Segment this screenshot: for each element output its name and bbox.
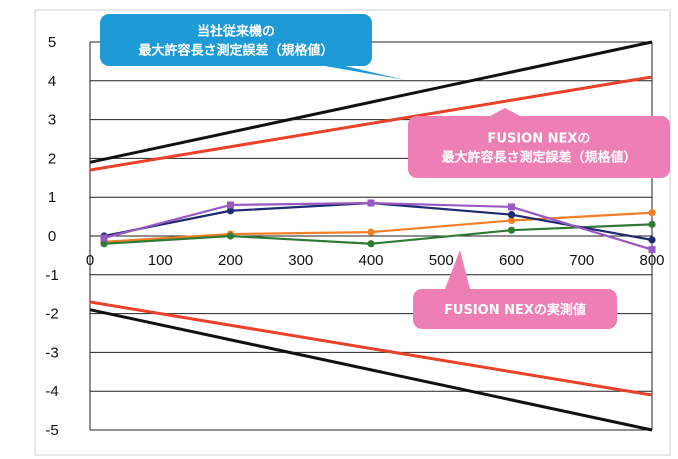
data-point xyxy=(508,203,515,211)
callout-label: FUSION NEXの xyxy=(488,132,591,147)
series-line xyxy=(89,308,653,432)
y-tick-label: 0 xyxy=(48,228,56,245)
data-point xyxy=(100,234,108,242)
data-point xyxy=(226,232,235,240)
data-point xyxy=(648,220,656,228)
series-layer xyxy=(89,40,656,432)
y-tick-label: -2 xyxy=(45,306,58,323)
callout-box xyxy=(100,14,372,66)
y-tick-label: -5 xyxy=(45,422,58,439)
data-point xyxy=(648,246,656,254)
callout-box xyxy=(413,289,617,329)
x-tick-label: 0 xyxy=(86,252,94,269)
callout-label: 当社従来機の xyxy=(197,24,275,40)
y-tick-label: 5 xyxy=(48,34,56,51)
data-point xyxy=(507,216,516,225)
data-point xyxy=(367,228,375,236)
y-tick-label: 1 xyxy=(48,189,56,206)
y-tick-label: -1 xyxy=(45,267,58,284)
data-point xyxy=(648,209,656,217)
x-tick-label: 100 xyxy=(148,252,173,269)
data-point xyxy=(367,199,375,207)
callout-pointer xyxy=(445,250,470,289)
series-line xyxy=(89,40,653,164)
callout-label: FUSION NEXの実測値 xyxy=(444,302,586,318)
data-point xyxy=(507,226,516,234)
x-tick-label: 200 xyxy=(218,252,243,269)
data-point xyxy=(507,211,516,219)
series-line xyxy=(89,75,653,172)
data-point xyxy=(648,236,656,244)
callout-pointer xyxy=(490,108,520,116)
series-line xyxy=(89,300,653,397)
callout-pointer xyxy=(325,66,405,80)
data-point xyxy=(227,201,234,209)
y-tick-label: 2 xyxy=(48,150,56,167)
x-tick-label: 500 xyxy=(429,252,454,269)
data-point xyxy=(226,207,235,215)
y-tick-label: -3 xyxy=(45,344,58,361)
x-tick-label: 600 xyxy=(499,252,524,269)
callout-label: 最大許容長さ測定誤差（規格値） xyxy=(441,150,636,166)
callout-box xyxy=(408,116,670,178)
x-tick-label: 300 xyxy=(288,252,313,269)
data-point xyxy=(100,240,108,248)
x-tick-label: 800 xyxy=(639,252,664,269)
y-tick-label: 4 xyxy=(48,73,56,90)
callout-label: 最大許容長さ測定誤差（規格値） xyxy=(138,43,333,59)
data-point xyxy=(367,240,375,248)
x-tick-label: 400 xyxy=(358,252,383,269)
axis-layer: 5 4 3 2 1 0 -1 -2 -3 -4 -5 0 100 200 300 400 500 600 700 80… xyxy=(45,34,664,439)
y-tick-label: 3 xyxy=(48,112,56,129)
x-tick-label: 700 xyxy=(569,252,594,269)
y-tick-label: -4 xyxy=(45,383,58,400)
